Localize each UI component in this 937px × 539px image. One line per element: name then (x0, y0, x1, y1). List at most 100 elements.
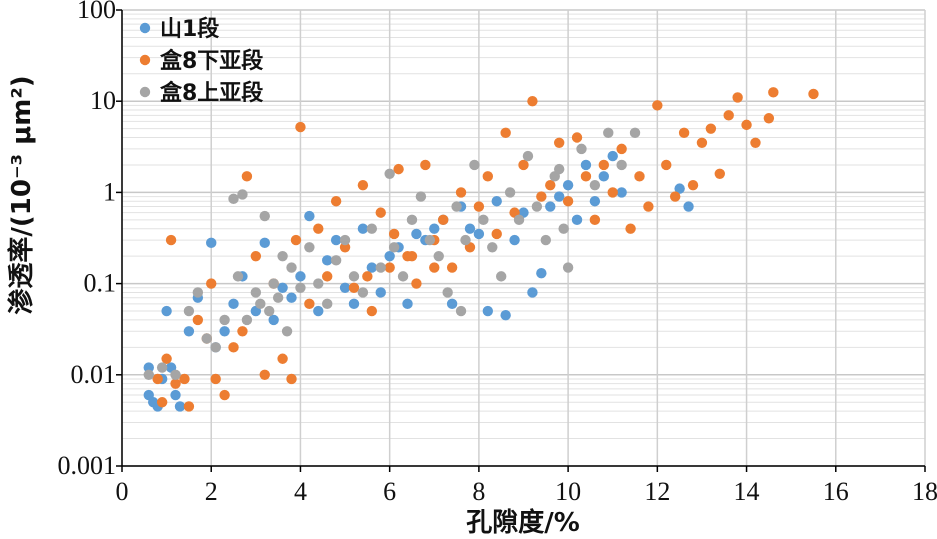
y-tick-label: 0.1 (84, 269, 117, 298)
data-point (406, 214, 418, 226)
data-point (750, 137, 761, 148)
data-point (313, 278, 324, 289)
data-point (304, 210, 315, 222)
data-point (491, 196, 502, 207)
data-point (509, 234, 520, 246)
series-2 (152, 87, 819, 412)
data-point (357, 287, 369, 298)
data-point (424, 234, 436, 246)
data-point (348, 271, 360, 282)
data-point (455, 305, 467, 317)
data-point (143, 369, 154, 380)
data-point (286, 292, 297, 303)
legend-label: 盒8下亚段 (159, 48, 263, 74)
data-point (580, 171, 592, 182)
data-point (174, 401, 186, 412)
data-point (304, 298, 315, 310)
data-point (446, 262, 458, 273)
data-point (281, 326, 293, 337)
data-point (768, 87, 779, 98)
data-point (277, 282, 288, 293)
data-point (571, 132, 583, 143)
data-point (384, 262, 395, 273)
data-point (464, 223, 476, 234)
y-tick-label: 0.001 (58, 451, 117, 480)
data-point (384, 250, 395, 262)
data-point (330, 234, 342, 246)
x-tick-label: 0 (116, 477, 129, 506)
data-point (482, 305, 494, 317)
data-point (241, 314, 253, 326)
data-point (179, 373, 190, 385)
data-point (420, 159, 431, 171)
data-point (562, 196, 574, 207)
y-axis-title: 渗透率/(10⁻³ μm²) (6, 75, 37, 314)
data-point (156, 362, 168, 373)
data-point (536, 268, 547, 279)
data-point (183, 326, 195, 337)
x-tick-label: 2 (205, 477, 218, 506)
legend-marker (139, 54, 151, 66)
data-point (339, 242, 351, 253)
data-point (161, 305, 172, 317)
data-point (259, 237, 270, 249)
data-point (375, 262, 386, 273)
data-point (500, 310, 511, 321)
data-point (446, 298, 458, 310)
data-point (339, 234, 351, 246)
data-point (339, 282, 351, 293)
x-tick-label: 6 (383, 477, 396, 506)
data-point (714, 168, 725, 179)
data-point (357, 179, 369, 191)
y-tick-label: 1 (103, 177, 116, 206)
x-tick-label: 16 (823, 477, 849, 506)
axes (116, 9, 926, 472)
data-point (259, 210, 270, 222)
data-point (487, 242, 498, 253)
x-tick-label: 14 (734, 477, 760, 506)
data-point (259, 369, 270, 380)
data-point (366, 305, 378, 317)
data-point (152, 373, 163, 385)
data-point (732, 92, 743, 103)
data-point (705, 123, 717, 134)
data-point (661, 159, 672, 171)
data-point (348, 282, 360, 293)
data-point (170, 378, 181, 389)
data-point (304, 242, 315, 253)
data-point (500, 127, 511, 139)
data-point (295, 121, 306, 133)
data-point (598, 159, 609, 171)
data-point (375, 207, 386, 218)
data-point (268, 278, 279, 289)
data-point (170, 369, 181, 380)
data-point (576, 143, 587, 155)
data-point (286, 373, 297, 385)
tick-labels: 0 2 4 6 8 10 12 14 16 18 0.001 0.01 0.1 1 10 100 (58, 0, 937, 506)
x-tick-label: 12 (644, 477, 670, 506)
data-point (411, 278, 422, 289)
data-point (527, 96, 538, 107)
data-point (687, 179, 699, 191)
legend-marker (139, 86, 151, 98)
x-tick-label: 10 (555, 477, 581, 506)
data-point (634, 171, 645, 182)
data-point (589, 196, 601, 207)
data-point (250, 287, 262, 298)
data-point (228, 193, 239, 205)
data-point (607, 150, 618, 162)
data-point (580, 159, 592, 171)
data-point (522, 150, 534, 162)
data-point (210, 342, 221, 353)
data-point (504, 187, 516, 198)
data-point (206, 237, 217, 249)
legend-marker (139, 22, 151, 34)
data-point (322, 298, 333, 310)
data-point (255, 298, 266, 310)
data-point (330, 196, 342, 207)
data-point (277, 353, 288, 364)
data-point (357, 223, 369, 234)
data-point (545, 201, 556, 212)
